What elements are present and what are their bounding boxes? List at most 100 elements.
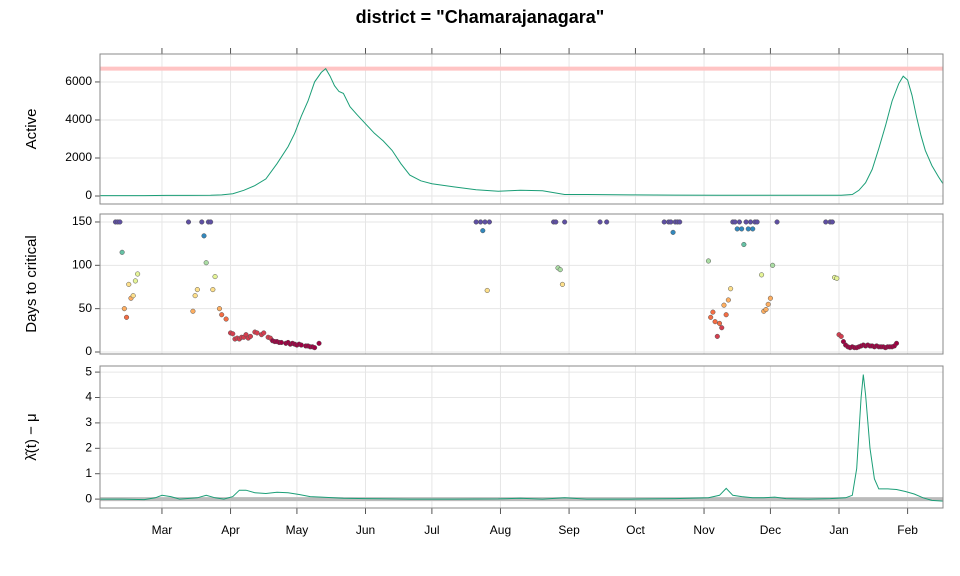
point <box>484 287 490 294</box>
point <box>732 219 738 225</box>
point <box>190 308 196 314</box>
point <box>734 226 740 232</box>
x-tick-label: Apr <box>221 523 240 537</box>
panel-frame <box>99 365 944 509</box>
point <box>557 267 563 273</box>
x-tick-label: Mar <box>152 523 173 537</box>
point <box>728 286 734 292</box>
point <box>829 219 835 225</box>
x-tick-label: Jul <box>424 523 439 537</box>
point <box>759 272 765 278</box>
point <box>247 333 254 339</box>
point <box>893 340 900 346</box>
point <box>135 271 141 277</box>
point <box>725 297 731 303</box>
point <box>743 219 749 225</box>
point <box>739 226 745 232</box>
point <box>721 302 727 308</box>
point <box>124 314 130 320</box>
panel-frame <box>99 213 944 355</box>
point <box>559 281 565 287</box>
point <box>763 306 769 313</box>
x-tick-label: Sep <box>558 523 580 537</box>
line <box>100 67 944 197</box>
panel-frame <box>99 53 944 205</box>
point <box>117 219 123 225</box>
point <box>278 339 284 346</box>
x-tick-label: Nov <box>693 523 714 537</box>
point <box>208 219 214 225</box>
point <box>823 219 829 225</box>
point <box>745 226 751 232</box>
point <box>119 249 125 255</box>
point <box>121 306 127 312</box>
point <box>719 325 725 331</box>
y-tick-label: 1 <box>85 466 92 480</box>
x-tick-label: Jan <box>829 523 848 537</box>
y-axis-label: Active <box>23 109 40 150</box>
point <box>710 309 716 315</box>
y-tick-label: 150 <box>72 214 92 228</box>
y-tick-label: 2 <box>85 440 92 454</box>
point <box>219 312 225 318</box>
x-tick-label: Dec <box>760 523 781 537</box>
point <box>132 278 138 284</box>
point <box>597 219 603 225</box>
x-tick-label: Jun <box>356 523 375 537</box>
chart-title: district = "Chamarajanagara" <box>356 7 605 27</box>
point <box>482 219 488 225</box>
point <box>261 330 267 336</box>
y-axis-label: Days to critical <box>23 235 40 333</box>
y-tick-label: 100 <box>72 257 92 271</box>
point <box>216 306 223 312</box>
y-tick-label: 0 <box>85 344 92 358</box>
point <box>478 219 484 225</box>
point <box>767 295 773 301</box>
x-tick-label: Aug <box>490 523 511 537</box>
point <box>705 258 712 264</box>
point <box>185 219 192 225</box>
point <box>754 219 760 225</box>
point <box>677 219 683 225</box>
point <box>712 319 718 325</box>
point <box>736 219 742 225</box>
point <box>212 274 218 280</box>
y-axis-label: λ̂(t) − μ <box>23 413 40 460</box>
y-tick-label: 4000 <box>65 112 92 126</box>
y-tick-label: 0 <box>85 491 92 505</box>
point <box>765 301 771 307</box>
x-tick-label: Oct <box>626 523 645 537</box>
point <box>254 330 260 336</box>
x-tick-label: Feb <box>897 523 918 537</box>
point <box>223 316 229 322</box>
point <box>834 275 840 281</box>
point <box>661 219 667 225</box>
point <box>230 331 236 337</box>
point <box>741 241 747 248</box>
point <box>716 320 723 326</box>
y-tick-label: 5 <box>85 364 92 378</box>
point <box>723 312 729 318</box>
point <box>480 228 486 234</box>
point <box>838 333 844 339</box>
y-tick-label: 0 <box>85 188 92 202</box>
point <box>708 314 714 320</box>
point <box>312 345 318 351</box>
point <box>604 219 610 225</box>
point <box>770 262 776 268</box>
point <box>210 287 216 293</box>
point <box>199 219 205 225</box>
point <box>774 219 780 225</box>
point <box>714 333 720 339</box>
point <box>486 219 492 225</box>
point <box>126 281 132 287</box>
point <box>750 226 756 232</box>
y-tick-label: 6000 <box>65 74 92 88</box>
y-tick-label: 4 <box>85 390 92 404</box>
y-tick-label: 50 <box>79 301 93 315</box>
point <box>130 293 136 299</box>
point <box>473 219 479 225</box>
point <box>553 219 559 225</box>
point <box>194 287 200 293</box>
